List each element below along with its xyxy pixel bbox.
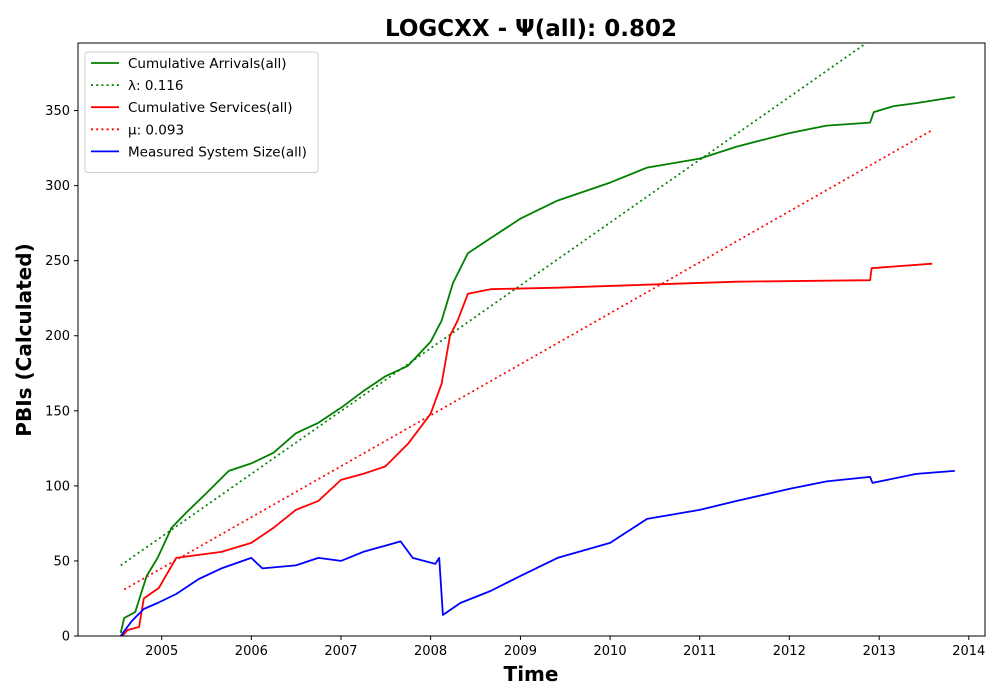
- series-line-2: [120, 43, 867, 567]
- x-tick-label: 2012: [773, 644, 806, 659]
- y-tick-label: 150: [45, 404, 70, 419]
- x-axis: 2005 2006 2007 2008 2009 2010 2011 2012 2013 2014: [145, 636, 985, 659]
- x-tick-label: 2005: [145, 644, 178, 659]
- y-tick-label: 100: [45, 479, 70, 494]
- legend-entry: Measured System Size(all): [128, 144, 307, 160]
- x-tick-label: 2006: [235, 644, 268, 659]
- y-axis-label: PBIs (Calculated): [12, 243, 36, 436]
- x-tick-label: 2014: [952, 644, 985, 659]
- legend-entry: Cumulative Arrivals(all): [128, 56, 287, 72]
- legend-entry: Cumulative Services(all): [128, 100, 293, 116]
- y-tick-label: 200: [45, 329, 70, 344]
- series-line-5: [119, 470, 955, 636]
- y-tick-label: 300: [45, 179, 70, 194]
- x-tick-label: 2007: [324, 644, 357, 659]
- y-axis: 0 50 100 150 200 250 300 350: [45, 104, 78, 645]
- x-tick-label: 2008: [414, 644, 447, 659]
- x-axis-label: Time: [504, 662, 559, 686]
- series-line-3: [121, 262, 933, 636]
- y-tick-label: 250: [45, 254, 70, 269]
- legend-box: [84, 51, 319, 173]
- y-tick-label: 350: [45, 104, 70, 119]
- chart-title: LOGCXX - Ψ(all): 0.802: [385, 16, 677, 42]
- legend: Cumulative Arrivals(all) λ: 0.116 Cumulati…: [84, 51, 319, 173]
- legend-entry: λ: 0.116: [128, 78, 183, 94]
- series-line-4: [123, 129, 933, 591]
- series-line-1: [119, 96, 955, 634]
- x-tick-label: 2013: [863, 644, 896, 659]
- x-tick-label: 2010: [594, 644, 627, 659]
- legend-entry: μ: 0.093: [128, 122, 184, 138]
- x-tick-label: 2011: [683, 644, 716, 659]
- y-tick-label: 50: [53, 554, 70, 569]
- x-tick-label: 2009: [504, 644, 537, 659]
- plot-frame: [77, 42, 986, 637]
- y-tick-label: 0: [62, 630, 70, 645]
